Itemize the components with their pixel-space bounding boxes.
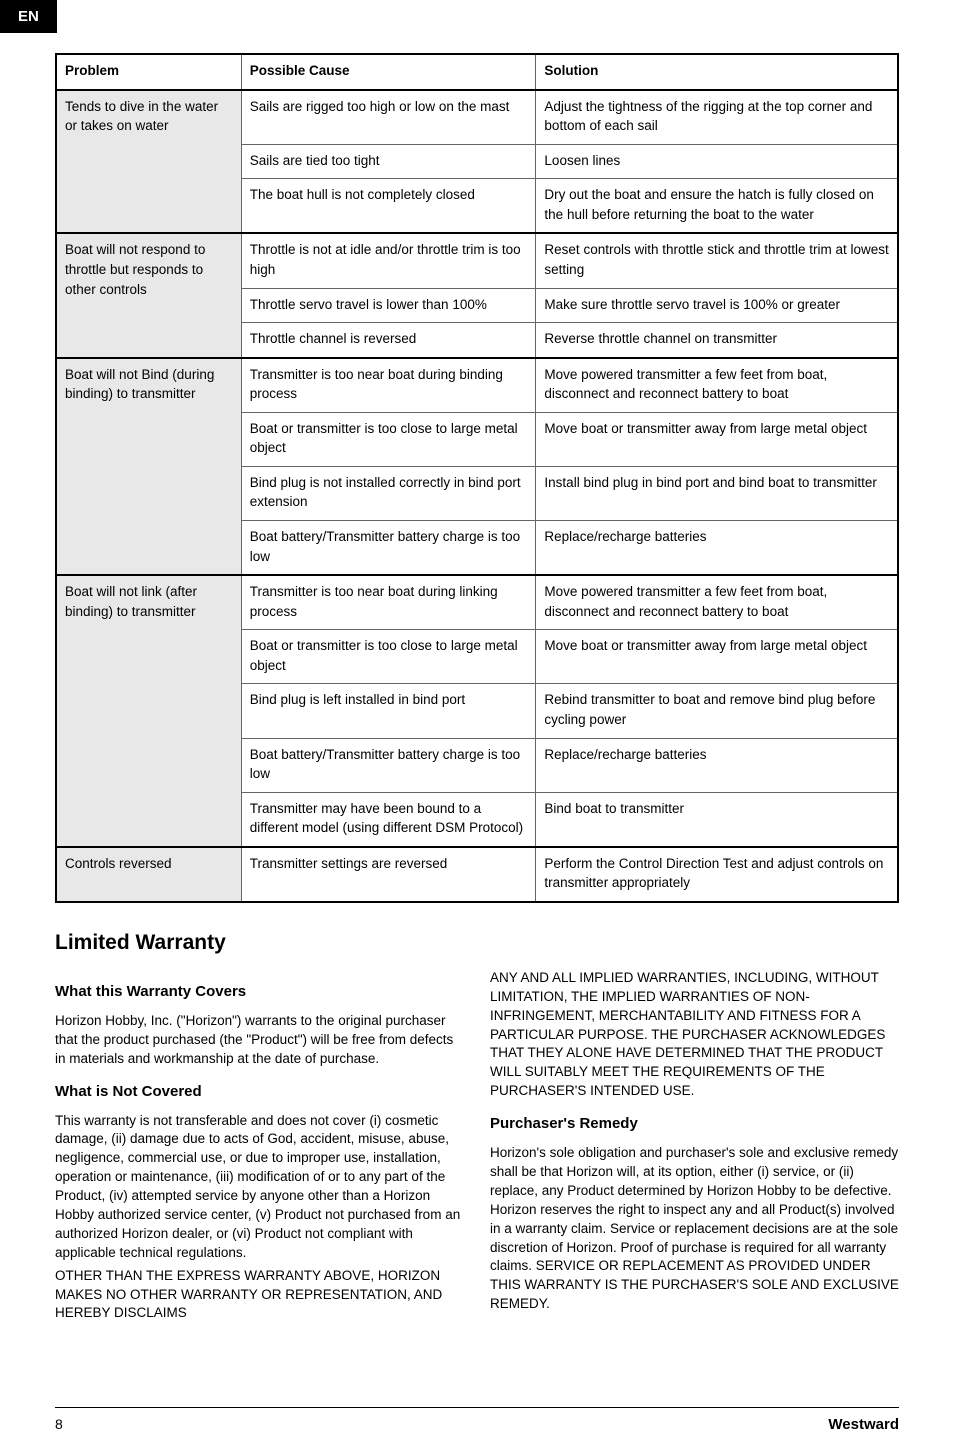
solution-cell: Move boat or transmitter away from large… bbox=[536, 630, 898, 684]
problem-cell: Boat will not Bind (during binding) to t… bbox=[56, 358, 241, 576]
page-number: 8 bbox=[55, 1416, 63, 1433]
warranty-s3-body: Horizon's sole obligation and purchaser'… bbox=[490, 1144, 899, 1314]
language-tab: EN bbox=[0, 0, 57, 33]
solution-cell: Rebind transmitter to boat and remove bi… bbox=[536, 684, 898, 738]
page-content: Problem Possible Cause Solution Tends to… bbox=[0, 53, 954, 1357]
cause-cell: Transmitter is too near boat during link… bbox=[241, 575, 536, 630]
problem-cell: Boat will not link (after binding) to tr… bbox=[56, 575, 241, 847]
cause-cell: The boat hull is not completely closed bbox=[241, 179, 536, 234]
warranty-s2-body1: This warranty is not transferable and do… bbox=[55, 1112, 464, 1263]
brand-name: Westward bbox=[828, 1416, 899, 1433]
warranty-s1-body: Horizon Hobby, Inc. ("Horizon") warrants… bbox=[55, 1012, 464, 1069]
cause-cell: Transmitter is too near boat during bind… bbox=[241, 358, 536, 413]
cause-cell: Transmitter may have been bound to a dif… bbox=[241, 792, 536, 847]
table-row: Controls reversedTransmitter settings ar… bbox=[56, 847, 898, 902]
solution-cell: Loosen lines bbox=[536, 144, 898, 179]
table-row: Boat will not link (after binding) to tr… bbox=[56, 575, 898, 630]
solution-cell: Bind boat to transmitter bbox=[536, 792, 898, 847]
solution-cell: Move powered transmitter a few feet from… bbox=[536, 358, 898, 413]
cause-cell: Boat battery/Transmitter battery charge … bbox=[241, 521, 536, 576]
warranty-s2-body2: OTHER THAN THE EXPRESS WARRANTY ABOVE, H… bbox=[55, 1267, 464, 1324]
cause-cell: Throttle servo travel is lower than 100% bbox=[241, 288, 536, 323]
problem-cell: Boat will not respond to throttle but re… bbox=[56, 233, 241, 357]
warranty-col-left: What this Warranty Covers Horizon Hobby,… bbox=[55, 969, 464, 1327]
solution-cell: Reset controls with throttle stick and t… bbox=[536, 233, 898, 288]
cause-cell: Bind plug is left installed in bind port bbox=[241, 684, 536, 738]
cause-cell: Sails are rigged too high or low on the … bbox=[241, 90, 536, 145]
solution-cell: Replace/recharge batteries bbox=[536, 738, 898, 792]
problem-cell: Controls reversed bbox=[56, 847, 241, 902]
warranty-s3-title: Purchaser's Remedy bbox=[490, 1113, 899, 1134]
table-row: Tends to dive in the water or takes on w… bbox=[56, 90, 898, 145]
cause-cell: Boat or transmitter is too close to larg… bbox=[241, 412, 536, 466]
col-header-problem: Problem bbox=[56, 54, 241, 90]
warranty-columns: What this Warranty Covers Horizon Hobby,… bbox=[55, 969, 899, 1327]
warranty-s2-title: What is Not Covered bbox=[55, 1081, 464, 1102]
warranty-s2-body3: ANY AND ALL IMPLIED WARRANTIES, INCLUDIN… bbox=[490, 969, 899, 1101]
solution-cell: Dry out the boat and ensure the hatch is… bbox=[536, 179, 898, 234]
solution-cell: Install bind plug in bind port and bind … bbox=[536, 466, 898, 520]
warranty-s1-title: What this Warranty Covers bbox=[55, 981, 464, 1002]
solution-cell: Replace/recharge batteries bbox=[536, 521, 898, 576]
cause-cell: Boat or transmitter is too close to larg… bbox=[241, 630, 536, 684]
solution-cell: Make sure throttle servo travel is 100% … bbox=[536, 288, 898, 323]
solution-cell: Perform the Control Direction Test and a… bbox=[536, 847, 898, 902]
cause-cell: Throttle is not at idle and/or throttle … bbox=[241, 233, 536, 288]
cause-cell: Throttle channel is reversed bbox=[241, 323, 536, 358]
troubleshooting-table: Problem Possible Cause Solution Tends to… bbox=[55, 53, 899, 903]
cause-cell: Boat battery/Transmitter battery charge … bbox=[241, 738, 536, 792]
page-footer: 8 Westward bbox=[55, 1407, 899, 1451]
table-row: Boat will not respond to throttle but re… bbox=[56, 233, 898, 288]
solution-cell: Adjust the tightness of the rigging at t… bbox=[536, 90, 898, 145]
cause-cell: Sails are tied too tight bbox=[241, 144, 536, 179]
cause-cell: Bind plug is not installed correctly in … bbox=[241, 466, 536, 520]
warranty-col-right: ANY AND ALL IMPLIED WARRANTIES, INCLUDIN… bbox=[490, 969, 899, 1327]
problem-cell: Tends to dive in the water or takes on w… bbox=[56, 90, 241, 234]
col-header-cause: Possible Cause bbox=[241, 54, 536, 90]
col-header-solution: Solution bbox=[536, 54, 898, 90]
cause-cell: Transmitter settings are reversed bbox=[241, 847, 536, 902]
solution-cell: Reverse throttle channel on transmitter bbox=[536, 323, 898, 358]
warranty-title: Limited Warranty bbox=[55, 931, 899, 955]
solution-cell: Move powered transmitter a few feet from… bbox=[536, 575, 898, 630]
table-row: Boat will not Bind (during binding) to t… bbox=[56, 358, 898, 413]
solution-cell: Move boat or transmitter away from large… bbox=[536, 412, 898, 466]
